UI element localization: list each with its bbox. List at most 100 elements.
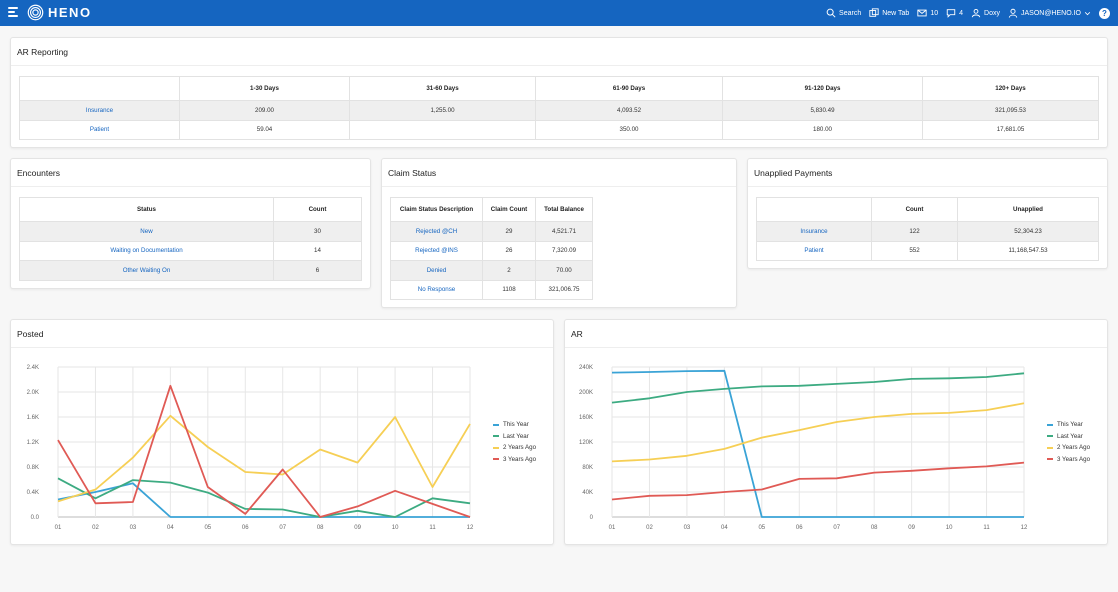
table-cell: 4,521.71 [535,221,593,242]
series-line-2-years-ago[interactable] [611,402,1025,463]
table-row: Patient 59.04 350.00 180.00 17,681.05 [19,119,1099,140]
column-header [19,76,180,101]
y-tick-label: 0.8K [27,465,39,471]
table-row: Denied 2 70.00 [390,260,593,281]
series-line-this-year[interactable] [57,482,470,518]
x-tick-label: 09 [908,525,915,531]
series-line-3-years-ago[interactable] [611,461,1025,501]
x-tick-label: 02 [92,525,99,531]
series-line-last-year[interactable] [57,477,471,518]
search-icon [826,8,836,18]
legend-swatch [1047,423,1053,426]
panel-title: Posted [11,320,553,348]
encounters-panel: Encounters Status Count New 30 Waiting o… [10,158,371,289]
menu-icon[interactable] [8,7,20,19]
legend-item[interactable]: 3 Years Ago [493,456,536,463]
encounters-table: Status Count New 30 Waiting on Documenta… [19,197,362,281]
legend-item[interactable]: Last Year [1047,433,1083,440]
top-bar: HENO Search New Tab 10 4 Doxy JASON@HENO… [0,0,1118,26]
legend-item[interactable]: 2 Years Ago [1047,444,1090,451]
x-tick-label: 04 [167,525,174,531]
table-row: Rejected @CH 29 4,521.71 [390,221,593,242]
table-cell: 1108 [482,279,536,300]
legend-item[interactable]: 2 Years Ago [493,444,536,451]
row-link-rejected-ch[interactable]: Rejected @CH [390,221,483,242]
legend-item[interactable]: 3 Years Ago [1047,456,1090,463]
column-header: Claim Count [482,197,536,222]
row-link-waiting-documentation[interactable]: Waiting on Documentation [19,240,274,261]
legend-label: 3 Years Ago [1057,455,1091,463]
legend-swatch [493,458,499,460]
table-cell: 26 [482,240,536,261]
table-cell: 7,320.09 [535,240,593,261]
x-tick-label: 02 [646,525,653,531]
x-tick-label: 12 [1021,525,1028,531]
legend-item[interactable]: This Year [493,421,529,428]
claim-status-panel: Claim Status Claim Status Description Cl… [381,158,737,308]
panel-title: AR [565,320,1107,348]
table-cell: 6 [273,260,362,281]
row-link-insurance[interactable]: Insurance [19,100,180,121]
legend-item[interactable]: Last Year [493,433,529,440]
x-tick-label: 11 [429,525,436,531]
x-tick-label: 01 [55,525,62,531]
legend-item[interactable]: This Year [1047,421,1083,428]
chat-icon [946,9,956,18]
table-cell: 1,255.00 [349,100,536,121]
legend-label: This Year [1057,421,1083,428]
table-cell: 29 [482,221,536,242]
series-line-last-year[interactable] [611,372,1025,404]
search-button[interactable]: Search [826,8,861,18]
row-link-other-waiting[interactable]: Other Waiting On [19,260,274,281]
user-menu[interactable]: JASON@HENO.IO [1008,8,1091,18]
row-link-new[interactable]: New [19,221,274,242]
column-header: Status [19,197,274,222]
table-cell: 350.00 [535,119,723,140]
y-tick-label: 0.4K [27,490,39,496]
x-tick-label: 10 [946,525,953,531]
table-cell: 14 [273,240,362,261]
column-header: Count [871,197,958,222]
column-header: Unapplied [957,197,1099,222]
column-header: Count [273,197,362,222]
chevron-down-icon [1084,11,1091,15]
help-button[interactable]: ? [1099,7,1110,19]
mail-button[interactable]: 10 [917,8,938,18]
chat-button[interactable]: 4 [946,8,963,18]
doxy-button[interactable]: Doxy [971,8,1000,18]
series-line-this-year[interactable] [611,369,1024,518]
legend-label: This Year [503,421,529,428]
x-tick-label: 04 [721,525,728,531]
new-tab-button[interactable]: New Tab [869,8,909,18]
table-cell: 52,304.23 [957,221,1099,242]
brand-logo[interactable]: HENO [27,4,92,21]
row-link-patient[interactable]: Patient [756,240,872,261]
row-link-rejected-ins[interactable]: Rejected @INS [390,240,483,261]
x-tick-label: 08 [871,525,878,531]
x-tick-label: 07 [279,525,286,531]
row-link-patient[interactable]: Patient [19,119,180,140]
series-line-3-years-ago[interactable] [57,384,471,518]
unapplied-payments-table: Count Unapplied Insurance 122 52,304.23 … [756,197,1099,261]
column-header: 91-120 Days [722,76,923,101]
row-link-denied[interactable]: Denied [390,260,483,281]
series-line-2-years-ago[interactable] [57,414,471,503]
x-tick-label: 07 [833,525,840,531]
table-cell: 4,093.52 [535,100,723,121]
row-link-no-response[interactable]: No Response [390,279,483,300]
panel-title: Unapplied Payments [748,159,1107,187]
legend-swatch [493,423,499,426]
table-row: Patient 552 11,168,547.53 [756,240,1099,261]
unapplied-payments-panel: Unapplied Payments Count Unapplied Insur… [747,158,1108,269]
search-label: Search [839,9,862,17]
legend-label: Last Year [1057,432,1083,440]
legend-swatch [1047,435,1053,437]
x-tick-label: 05 [758,525,765,531]
posted-chart: 0.0 0.4K 0.8K 1.2K 1.6K 2.0K 2.4K 01 02 03 04 05 06 0… [27,365,474,531]
posted-chart-panel: Posted 0.0 0.4K 0.8K 1.2K 1.6K 2.0K 2.4K 01 02 03… [10,319,554,545]
table-row: Insurance 209.00 1,255.00 4,093.52 5,830… [19,100,1099,121]
x-tick-label: 05 [204,525,211,531]
x-tick-label: 12 [467,525,474,531]
table-header-row: Claim Status Description Claim Count Tot… [390,197,593,222]
row-link-insurance[interactable]: Insurance [756,221,872,242]
